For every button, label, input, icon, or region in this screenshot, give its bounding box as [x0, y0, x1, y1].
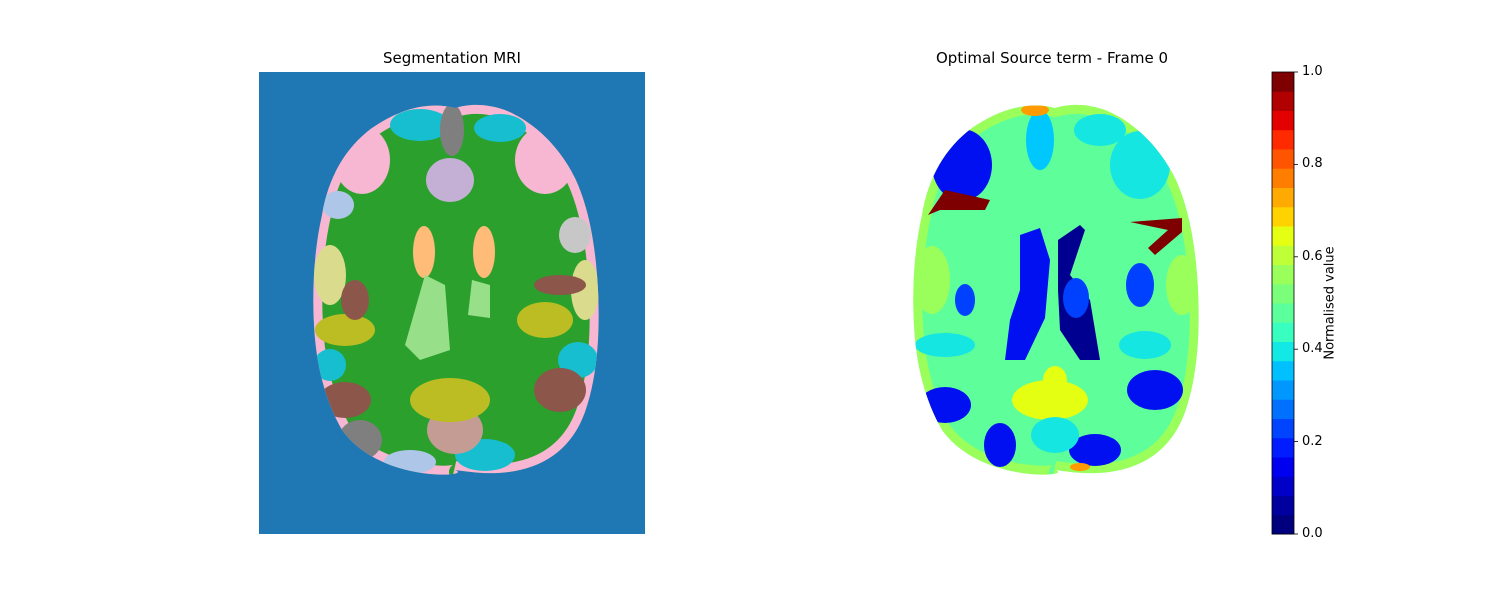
colorbar-frame — [1271, 71, 1295, 535]
source-central-left — [955, 284, 975, 316]
frontal-pole-right — [474, 114, 526, 142]
source-precuneus-top — [1043, 366, 1067, 394]
colorbar-segment — [1272, 226, 1294, 246]
right-ventricle — [468, 280, 490, 318]
frontal-pole-left — [390, 109, 450, 141]
colorbar-segment — [1272, 129, 1294, 150]
colorbar-segment — [1272, 457, 1294, 477]
source-occipital-left-lower — [984, 423, 1016, 467]
colorbar-segment — [1272, 110, 1294, 131]
colorbar-segment — [1272, 399, 1294, 419]
temporal-left-upper — [314, 245, 346, 305]
source-occipital-left — [919, 387, 971, 423]
source-insula-left — [915, 333, 975, 357]
colorbar-segment — [1272, 245, 1294, 265]
colorbar-segment — [1272, 341, 1294, 362]
source-central-right — [1126, 263, 1154, 307]
colorbar-segment — [1272, 303, 1294, 323]
segmentation-title: Segmentation MRI — [383, 49, 521, 67]
segmentation-brain — [313, 104, 599, 475]
colorbar-segment — [1272, 91, 1294, 111]
colorbar — [1271, 71, 1298, 535]
colorbar-segment — [1272, 380, 1294, 400]
source-hotspot-left — [928, 190, 990, 215]
colorbar-segment — [1272, 206, 1294, 227]
colorbar-segment — [1272, 168, 1294, 188]
source-frontal-right — [1110, 131, 1170, 199]
midline-frontal — [440, 104, 464, 156]
colorbar-segment — [1272, 149, 1294, 169]
colorbar-tick-label: 0.4 — [1302, 341, 1323, 357]
source-term-brain — [913, 104, 1199, 475]
source-hotspot-right — [1130, 218, 1182, 255]
parietal-left-region — [314, 349, 346, 381]
source-frontal-tip — [1021, 104, 1049, 116]
colorbar-segment — [1272, 264, 1294, 285]
colorbar-tick-label: 1.0 — [1302, 64, 1323, 79]
insula-right — [517, 302, 573, 338]
source-frontal-pole-right — [1074, 114, 1126, 146]
colorbar-segment — [1272, 476, 1294, 496]
central-right-region — [534, 275, 586, 295]
colorbar-tick-label: 0.2 — [1302, 433, 1323, 449]
parietal-right-region — [558, 342, 598, 378]
source-term-title: Optimal Source term - Frame 0 — [935, 49, 1169, 67]
colorbar-tick-label: 0.6 — [1302, 248, 1323, 264]
insula-left — [315, 314, 375, 346]
frontal-lateral-right — [559, 217, 591, 253]
temporal-right-upper — [571, 260, 599, 320]
colorbar-label: Normalised value — [1322, 246, 1338, 360]
colorbar-segment — [1272, 72, 1294, 92]
source-right-ventricle-inner — [1063, 278, 1089, 318]
source-cuneus — [1031, 417, 1079, 453]
source-temporal-left — [914, 246, 950, 314]
source-occipital-right — [1127, 370, 1183, 410]
source-left-ventricle — [1005, 228, 1050, 360]
colorbar-segment — [1272, 495, 1294, 516]
source-insula-right — [1119, 331, 1171, 359]
colorbar-segment — [1272, 360, 1294, 381]
colorbar-segment — [1272, 187, 1294, 208]
left-ventricle-horn — [413, 226, 435, 278]
source-frontal-left — [932, 129, 992, 201]
colorbar-segment — [1272, 418, 1294, 439]
colorbar-segment — [1272, 322, 1294, 342]
precuneus-region — [410, 378, 490, 422]
colorbar-segment — [1272, 514, 1294, 535]
source-occipital-right-lower — [1069, 434, 1121, 466]
source-temporal-right — [1166, 255, 1198, 315]
colorbar-segment — [1272, 437, 1294, 458]
occipital-left-upper — [319, 382, 371, 418]
occipital-right-upper — [534, 368, 586, 412]
colorbar-tick-label: 0.0 — [1302, 526, 1323, 541]
source-midline-frontal — [1026, 110, 1054, 170]
cingulate-anterior — [426, 158, 474, 202]
segmentation-image — [259, 72, 645, 534]
source-occipital-tip — [1070, 463, 1090, 471]
frontal-lateral-left — [322, 191, 354, 219]
source-term-image — [913, 104, 1199, 475]
central-left-region — [341, 280, 369, 320]
right-ventricle-horn — [473, 226, 495, 278]
source-precuneus — [1012, 380, 1088, 420]
colorbar-segment — [1272, 283, 1294, 304]
left-ventricle — [405, 275, 450, 360]
colorbar-tick-label: 0.8 — [1302, 156, 1323, 172]
